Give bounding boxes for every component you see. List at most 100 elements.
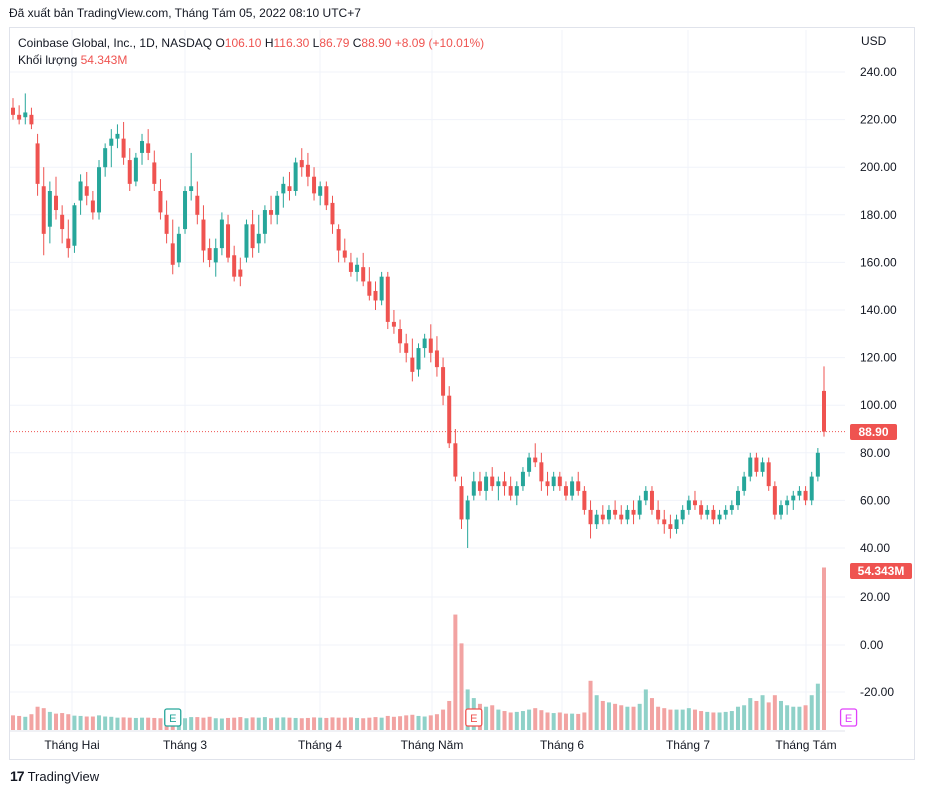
candle-body [822,390,826,432]
earnings-marker-label: E [470,713,477,725]
volume-bar [72,715,77,730]
candle-body [164,214,169,234]
candle-body [97,167,102,213]
volume-bar [699,711,704,730]
legend-h-value: 116.30 [273,36,310,50]
volume-bar [140,717,145,730]
candle-body [318,186,323,196]
candle-body [54,195,59,211]
volume-bar [256,717,261,730]
candle-body [416,348,421,370]
candle-body [803,490,808,501]
volume-bar [557,712,562,730]
candle-body [723,509,728,515]
candle-body [754,457,759,472]
volume-bar [385,715,390,730]
legend-o-label: O [215,36,225,50]
candle-body [213,248,218,263]
candle-body [668,524,673,529]
candle-body [557,476,562,487]
candle-body [84,186,89,196]
volume-bar [41,708,46,730]
last-volume-tag: 54.343M [850,563,912,580]
volume-bar [367,717,372,730]
candle-body [563,486,568,496]
volume-bar [275,717,280,730]
candle-body [772,486,777,515]
candle-body [441,367,446,396]
volume-bar [637,703,642,730]
candle-body [453,443,458,477]
x-tick-label: Tháng 7 [666,738,710,752]
volume-bar [778,700,783,730]
candle-body [207,248,212,261]
candle-body [410,357,415,372]
volume-bar [78,715,83,730]
candle-body [90,200,95,213]
candle-body [361,267,366,282]
volume-bar [447,700,452,730]
volume-bar [705,711,710,730]
price-tick-label: 180.00 [860,208,897,222]
candle-body [643,490,648,501]
legend-ohlc-row: Coinbase Global, Inc., 1D, NASDAQ O106.1… [18,35,484,52]
volume-bar [508,712,513,730]
legend-symbol: Coinbase Global, Inc., 1D, NASDAQ [18,36,213,50]
candle-body [35,143,40,184]
earnings-marker-label: E [845,713,852,725]
price-tick-label: 100.00 [860,398,897,412]
volume-tick-label: 20.00 [860,590,890,604]
volume-bar [133,717,138,730]
candle-body [619,514,624,520]
volume-bar [754,700,759,730]
volume-bar [545,712,550,730]
chart-frame[interactable] [9,27,915,760]
candle-body [78,181,83,201]
volume-bar [686,708,691,730]
price-tick-label: 80.00 [860,446,890,460]
candle-body [404,343,409,353]
volume-bar [791,706,796,730]
volume-bar [348,717,353,730]
candle-body [711,509,716,520]
volume-bar [717,712,722,730]
candle-body [465,500,470,520]
tradingview-logo-text: TradingView [27,768,100,784]
volume-bar [613,703,618,730]
volume-bar [373,717,378,730]
candle-body [287,186,292,191]
volume-bar [742,705,747,730]
candle-body [809,476,814,501]
volume-bar [459,643,464,730]
volume-bar [809,695,814,730]
volume-bar [576,713,581,730]
volume-bar [115,717,120,730]
candle-body [662,519,667,525]
candle-body [791,495,796,501]
volume-bar [649,698,654,730]
volume-bar [797,706,802,730]
candle-body [398,329,403,344]
price-tick-label: 160.00 [860,255,897,269]
volume-bar [109,716,114,730]
candle-body [778,505,783,515]
candle-body [17,114,22,120]
candle-body [336,229,341,251]
volume-bar [318,717,323,730]
volume-bar [680,709,685,730]
candle-body [447,395,452,444]
volume-bar [146,717,151,730]
candle-body [422,338,427,349]
volume-bar [803,705,808,730]
price-tick-label: 140.00 [860,303,897,317]
candle-body [551,476,556,487]
candle-body [262,210,267,234]
candle-body [815,452,820,477]
volume-bar [656,706,661,730]
volume-bar [514,711,519,730]
candle-body [717,514,722,520]
volume-bar [772,695,777,730]
candle-body [170,243,175,265]
tradingview-logo[interactable]: 17 TradingView [10,768,99,784]
